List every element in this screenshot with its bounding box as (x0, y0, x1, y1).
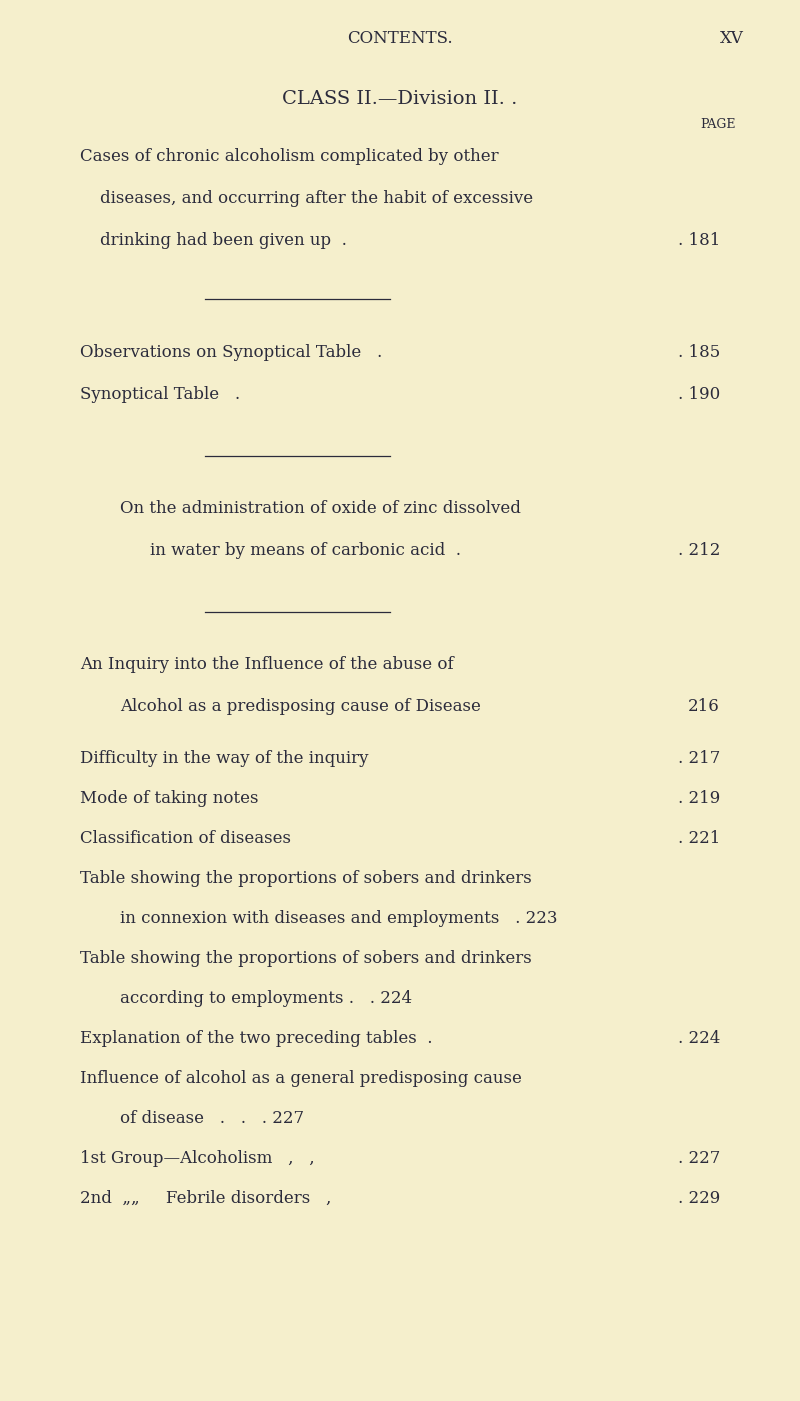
Text: in water by means of carbonic acid  .: in water by means of carbonic acid . (150, 542, 461, 559)
Text: Explanation of the two preceding tables  .: Explanation of the two preceding tables … (80, 1030, 433, 1047)
Text: . 190: . 190 (678, 387, 720, 403)
Text: . 229: . 229 (678, 1189, 720, 1208)
Text: CONTENTS.: CONTENTS. (347, 29, 453, 48)
Text: . 185: . 185 (678, 345, 720, 361)
Text: according to employments .   . 224: according to employments . . 224 (120, 991, 412, 1007)
Text: 216: 216 (688, 698, 720, 715)
Text: Observations on Synoptical Table   .: Observations on Synoptical Table . (80, 345, 382, 361)
Text: Cases of chronic alcoholism complicated by other: Cases of chronic alcoholism complicated … (80, 149, 498, 165)
Text: CLASS II.—Division II. .: CLASS II.—Division II. . (282, 90, 518, 108)
Text: Influence of alcohol as a general predisposing cause: Influence of alcohol as a general predis… (80, 1070, 522, 1087)
Text: . 221: . 221 (678, 829, 720, 848)
Text: 1st Group—Alcoholism   ,   ,: 1st Group—Alcoholism , , (80, 1150, 314, 1167)
Text: . 181: . 181 (678, 233, 720, 249)
Text: . 224: . 224 (678, 1030, 720, 1047)
Text: drinking had been given up  .: drinking had been given up . (100, 233, 347, 249)
Text: 2nd  „„     Febrile disorders   ,: 2nd „„ Febrile disorders , (80, 1189, 331, 1208)
Text: An Inquiry into the Influence of the abuse of: An Inquiry into the Influence of the abu… (80, 656, 454, 672)
Text: On the administration of oxide of zinc dissolved: On the administration of oxide of zinc d… (120, 500, 521, 517)
Text: . 227: . 227 (678, 1150, 720, 1167)
Text: Difficulty in the way of the inquiry: Difficulty in the way of the inquiry (80, 750, 369, 766)
Text: Synoptical Table   .: Synoptical Table . (80, 387, 240, 403)
Text: Table showing the proportions of sobers and drinkers: Table showing the proportions of sobers … (80, 950, 532, 967)
Text: diseases, and occurring after the habit of excessive: diseases, and occurring after the habit … (100, 191, 533, 207)
Text: Classification of diseases: Classification of diseases (80, 829, 291, 848)
Text: . 219: . 219 (678, 790, 720, 807)
Text: of disease   .   .   . 227: of disease . . . 227 (120, 1110, 304, 1126)
Text: in connexion with diseases and employments   . 223: in connexion with diseases and employmen… (120, 911, 558, 927)
Text: . 212: . 212 (678, 542, 720, 559)
Text: . 217: . 217 (678, 750, 720, 766)
Text: Table showing the proportions of sobers and drinkers: Table showing the proportions of sobers … (80, 870, 532, 887)
Text: Alcohol as a predisposing cause of Disease: Alcohol as a predisposing cause of Disea… (120, 698, 481, 715)
Text: Mode of taking notes: Mode of taking notes (80, 790, 258, 807)
Text: PAGE: PAGE (700, 118, 735, 132)
Text: XV: XV (720, 29, 744, 48)
